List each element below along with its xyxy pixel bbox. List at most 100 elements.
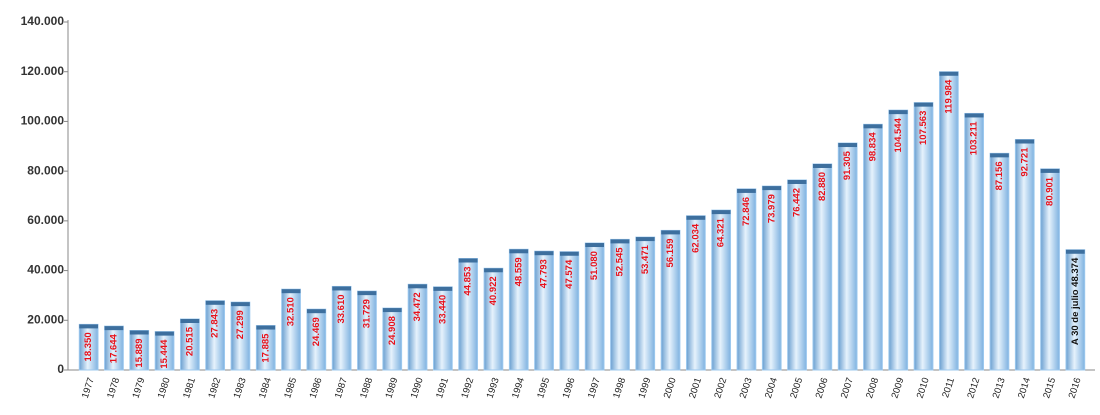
x-tick-label: 2006 (814, 376, 831, 400)
x-tick-label: 1980 (156, 376, 173, 400)
value-label: 62.034 (690, 223, 701, 253)
x-tick-label: 1977 (80, 376, 97, 400)
bar-top (863, 124, 883, 129)
value-label: 72.846 (741, 197, 752, 226)
bar-top (306, 309, 326, 314)
x-tick-label: 2002 (712, 376, 729, 400)
bar-top (559, 251, 579, 256)
value-label: 98.834 (867, 132, 878, 162)
value-label: 27.843 (210, 309, 221, 338)
value-label: 15.444 (159, 339, 170, 369)
bar-top (357, 291, 377, 296)
value-label: 40.922 (488, 276, 499, 305)
y-tick-label: 80.000 (27, 163, 64, 177)
x-tick-label: 2000 (662, 376, 679, 400)
value-label: 51.080 (589, 251, 600, 280)
bar-top (635, 237, 655, 242)
bar-top (1015, 139, 1035, 144)
value-label: 52.545 (614, 247, 625, 277)
value-label: 33.440 (437, 295, 448, 324)
value-label: 87.156 (994, 161, 1005, 190)
bar-top (762, 186, 782, 191)
x-tick-label: 1988 (358, 376, 375, 400)
x-tick-label: 2003 (738, 376, 755, 400)
value-label: 33.610 (336, 294, 347, 323)
x-tick-label: 2001 (687, 376, 704, 400)
y-tick-label: 40.000 (27, 263, 64, 277)
x-tick-label: 1994 (510, 376, 527, 400)
x-tick-label: 1978 (105, 376, 122, 400)
value-label: 64.321 (716, 217, 727, 247)
bar-top (231, 302, 250, 307)
bar-top (129, 330, 149, 335)
bar-top (408, 284, 427, 289)
bar-top (686, 215, 706, 220)
bar-top (888, 110, 908, 115)
bar-top (104, 326, 124, 331)
value-label: 18.350 (83, 332, 94, 361)
value-label: 34.472 (412, 292, 423, 321)
bar-top (1040, 168, 1060, 173)
x-tick-label: 1990 (409, 376, 426, 400)
bar-top (610, 239, 630, 244)
x-tick-label: 2004 (763, 376, 780, 400)
x-tick-label: 1985 (282, 376, 299, 400)
bar-top (990, 153, 1009, 158)
x-tick-label: 2016 (1067, 376, 1084, 400)
value-label: 32.510 (286, 297, 297, 326)
bar-top (838, 143, 858, 148)
x-tick-label: 1982 (206, 376, 223, 400)
bar-top (180, 319, 200, 324)
y-tick-label: 20.000 (27, 312, 64, 326)
bar-top (155, 331, 174, 336)
x-tick-label: 1986 (308, 376, 325, 400)
value-label: 31.729 (361, 299, 372, 328)
x-tick-label: 1992 (459, 376, 476, 400)
x-tick-label: 2009 (890, 376, 907, 400)
y-tick-label: 100.000 (21, 114, 65, 128)
x-tick-label: 1981 (181, 376, 198, 400)
bar-top (812, 163, 832, 168)
bar-top (661, 230, 680, 235)
x-tick-label: 1996 (561, 376, 578, 400)
value-label: 17.644 (108, 333, 119, 363)
value-label: 20.515 (184, 326, 195, 356)
bar-top (256, 325, 276, 330)
bar-top (79, 324, 99, 329)
x-tick-label: 2012 (965, 376, 982, 400)
x-tick-label: 1995 (535, 376, 552, 400)
y-tick-label: 0 (57, 362, 64, 376)
x-tick-label: 2008 (864, 376, 881, 400)
bar-top (939, 71, 959, 76)
value-label: 91.305 (842, 150, 853, 180)
x-tick-label: 1999 (637, 376, 654, 400)
value-label: 56.159 (665, 238, 676, 267)
x-tick-label: 1983 (232, 376, 249, 400)
value-label: 27.299 (235, 310, 246, 339)
bar-top (281, 289, 301, 294)
y-tick-label: 60.000 (27, 213, 64, 227)
bar-top (1065, 249, 1085, 254)
x-tick-label: 2005 (788, 376, 805, 400)
x-tick-label: 1987 (333, 376, 350, 400)
bar-top (964, 113, 984, 118)
x-tick-label: 2015 (1041, 376, 1058, 400)
bar (938, 71, 959, 371)
value-label: 17.885 (260, 333, 271, 363)
value-label: 119.984 (943, 79, 954, 114)
value-label: 82.880 (817, 172, 828, 201)
value-label: A 30 de julio 48.374 (1070, 257, 1081, 345)
x-tick-label: 1991 (434, 376, 451, 400)
value-label: 73.979 (766, 194, 777, 223)
x-tick-label: 1984 (257, 376, 274, 400)
value-label: 104.544 (893, 117, 904, 152)
x-tick-label: 2013 (991, 376, 1008, 400)
x-tick-label: 1998 (611, 376, 628, 400)
bar-top (433, 286, 453, 291)
value-label: 15.889 (134, 339, 145, 368)
bar-top (484, 268, 503, 273)
x-tick-label: 2007 (839, 376, 856, 400)
x-tick-label: 1993 (485, 376, 502, 400)
value-label: 24.469 (311, 317, 322, 346)
bar-top (458, 258, 478, 263)
